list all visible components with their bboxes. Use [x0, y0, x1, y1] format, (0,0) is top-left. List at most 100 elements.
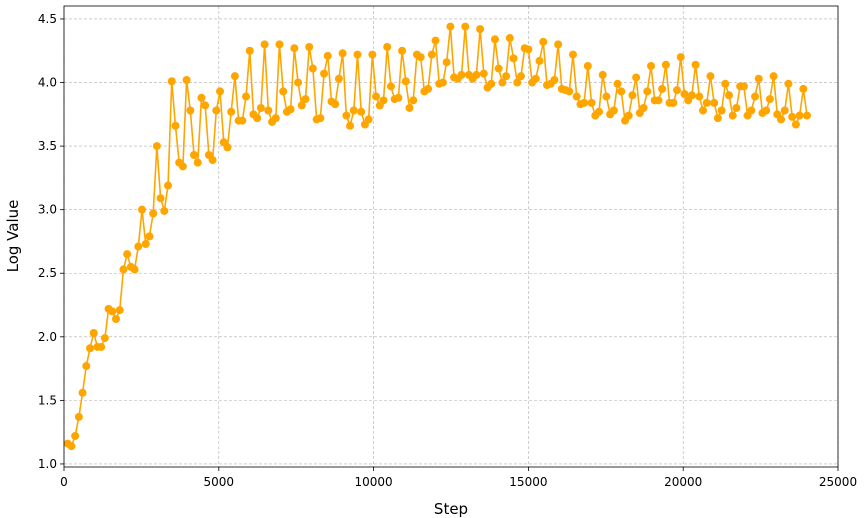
data-point: [617, 87, 626, 96]
data-point: [256, 103, 265, 112]
data-point: [182, 75, 191, 84]
data-point: [82, 362, 91, 371]
data-point: [658, 84, 667, 93]
x-tick-label: 0: [60, 475, 68, 489]
data-point: [632, 73, 641, 82]
data-point: [197, 93, 206, 102]
data-point: [167, 77, 176, 86]
y-axis-label: Log Value: [4, 200, 22, 273]
x-tick-label: 15000: [509, 475, 547, 489]
data-point: [509, 54, 518, 63]
data-point: [208, 156, 217, 165]
data-point: [505, 34, 514, 43]
data-point: [717, 106, 726, 115]
data-point: [706, 72, 715, 81]
data-point: [795, 111, 804, 120]
data-point: [141, 240, 150, 249]
data-point: [788, 112, 797, 121]
data-point: [242, 92, 251, 101]
data-point: [728, 111, 737, 120]
y-tick-label: 1.5: [38, 393, 57, 407]
data-point: [535, 56, 544, 65]
data-point: [762, 106, 771, 115]
data-point: [308, 64, 317, 73]
data-point: [476, 25, 485, 34]
data-point: [383, 42, 392, 51]
data-point: [416, 53, 425, 62]
data-point: [164, 181, 173, 190]
data-point: [751, 92, 760, 101]
data-point: [513, 78, 522, 87]
data-point: [149, 209, 158, 218]
data-point: [223, 143, 232, 152]
data-point: [152, 142, 161, 151]
data-point: [401, 77, 410, 86]
data-point: [713, 114, 722, 123]
data-point: [438, 78, 447, 87]
data-point: [123, 250, 132, 259]
data-point: [461, 22, 470, 31]
data-point: [346, 121, 355, 130]
data-point: [119, 265, 128, 274]
data-point: [297, 101, 306, 110]
data-point: [349, 106, 358, 115]
data-point: [784, 79, 793, 88]
data-point: [524, 45, 533, 54]
data-point: [554, 40, 563, 49]
data-point: [386, 82, 395, 91]
data-point: [424, 84, 433, 93]
data-point: [739, 82, 748, 91]
x-tick-label: 5000: [204, 475, 235, 489]
data-point: [379, 96, 388, 105]
data-point: [602, 92, 611, 101]
data-point: [138, 205, 147, 214]
data-point: [431, 36, 440, 45]
data-point: [409, 96, 418, 105]
x-axis-label: Step: [434, 500, 468, 518]
data-point: [498, 78, 507, 87]
data-point: [427, 50, 436, 59]
data-point: [446, 22, 455, 31]
data-point: [695, 92, 704, 101]
plot-frame: [63, 5, 839, 468]
data-point: [550, 75, 559, 84]
data-point: [710, 98, 719, 107]
data-line: [67, 26, 808, 448]
data-point: [71, 431, 80, 440]
data-point: [86, 344, 95, 353]
data-point: [791, 120, 800, 129]
data-point: [130, 265, 139, 274]
data-point: [342, 111, 351, 120]
data-point: [160, 206, 169, 215]
data-point: [216, 87, 225, 96]
data-point: [494, 64, 503, 73]
y-tick-label: 4.0: [38, 76, 57, 90]
data-point: [765, 95, 774, 104]
data-point: [572, 92, 581, 101]
data-point: [691, 60, 700, 69]
y-tick-label: 1.0: [38, 457, 57, 471]
data-point: [227, 107, 236, 116]
data-point: [487, 79, 496, 88]
data-point: [732, 103, 741, 112]
data-point: [398, 46, 407, 55]
data-point: [643, 87, 652, 96]
data-point: [442, 58, 451, 67]
data-point: [260, 40, 269, 49]
data-point: [780, 106, 789, 115]
data-point: [334, 74, 343, 83]
data-point: [747, 106, 756, 115]
data-point: [331, 100, 340, 109]
data-point: [472, 70, 481, 79]
y-tick-label: 4.5: [38, 12, 57, 26]
data-point: [193, 158, 202, 167]
data-point: [479, 69, 488, 78]
data-point: [594, 107, 603, 116]
data-point: [279, 87, 288, 96]
data-point: [112, 315, 121, 324]
data-point: [364, 115, 373, 124]
data-point: [609, 106, 618, 115]
data-point: [405, 103, 414, 112]
data-point: [353, 50, 362, 59]
